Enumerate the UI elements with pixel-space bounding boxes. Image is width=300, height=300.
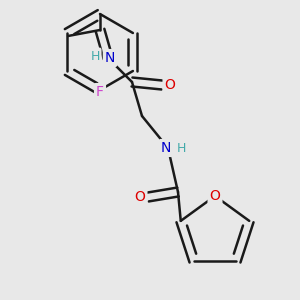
Text: F: F [96, 85, 104, 99]
Text: N: N [161, 141, 171, 155]
Text: O: O [210, 189, 220, 203]
Text: H: H [176, 142, 186, 154]
Text: O: O [135, 190, 146, 204]
Text: N: N [105, 51, 115, 65]
Text: O: O [165, 78, 176, 92]
Text: H: H [90, 50, 100, 62]
